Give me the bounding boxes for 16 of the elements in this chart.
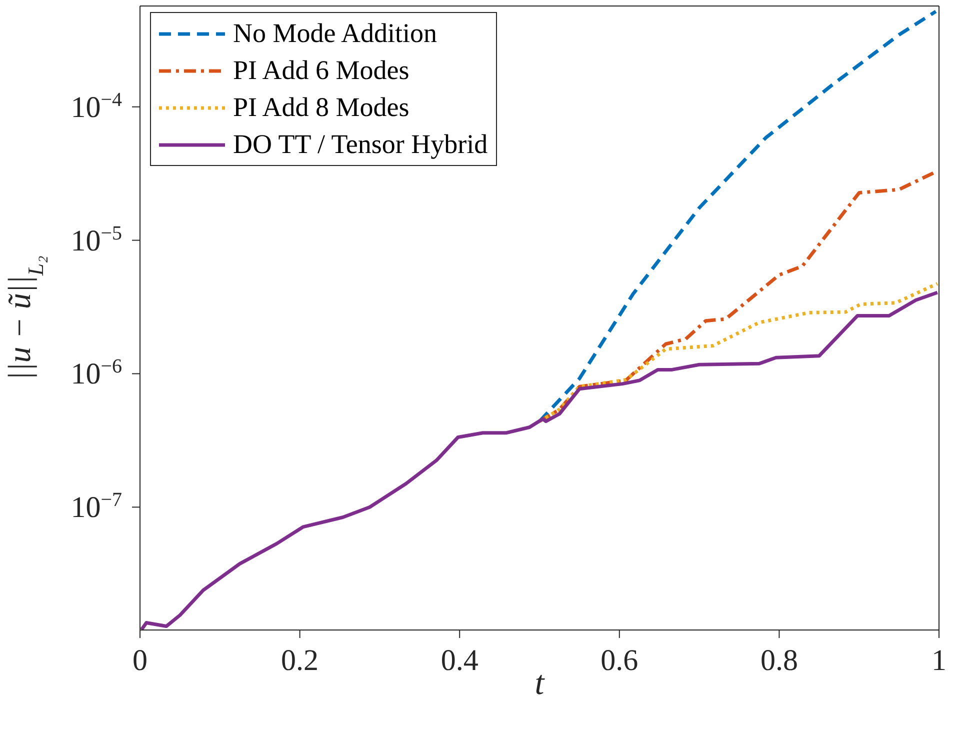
y-tick-label: 10$^{−5}$ xyxy=(70,222,122,258)
y-tick-label: 10$^{−4}$ xyxy=(70,88,122,124)
legend-label: PI Add 8 Modes xyxy=(233,92,410,123)
x-tick-label: 0.2 xyxy=(281,644,319,677)
legend-label: PI Add 6 Modes xyxy=(233,55,410,86)
x-tick-label: 0.6 xyxy=(600,644,638,677)
y-tick-label: 10$^{−6}$ xyxy=(70,356,122,391)
x-tick-label: 0 xyxy=(132,644,148,677)
x-axis-title: t xyxy=(534,665,546,702)
x-tick-label: 0.8 xyxy=(760,644,798,677)
y-tick-label: 10$^{−7}$ xyxy=(70,489,122,524)
x-tick-label: 1 xyxy=(932,644,946,677)
x-tick-label: 0.4 xyxy=(440,644,478,677)
line-series xyxy=(538,282,939,424)
legend-label: DO TT / Tensor Hybrid xyxy=(233,129,488,160)
legend-label: No Mode Addition xyxy=(233,18,438,49)
